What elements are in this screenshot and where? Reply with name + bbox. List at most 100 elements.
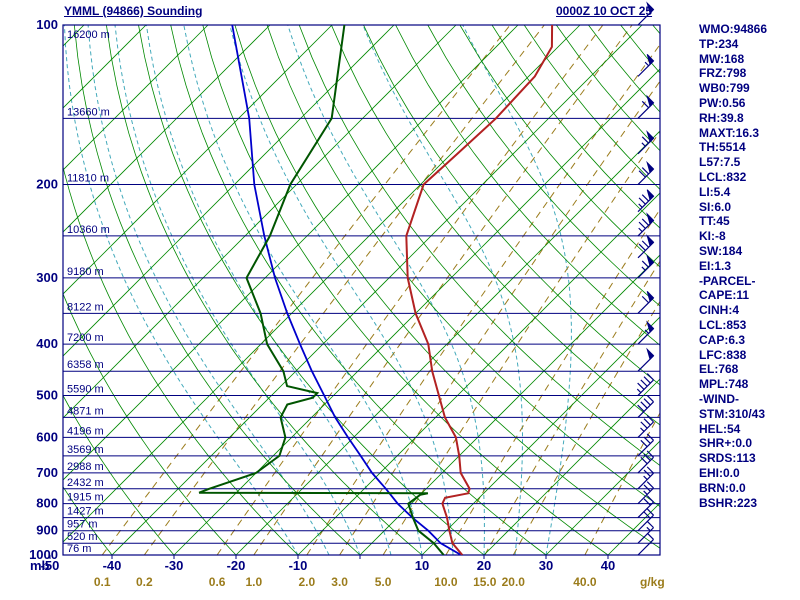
height-label: 4196 m (67, 425, 104, 437)
stat-mpl: MPL:748 (699, 377, 749, 392)
pressure-tick-label: 400 (36, 336, 58, 351)
height-label: 10360 m (67, 224, 110, 236)
height-label: 1427 m (67, 506, 104, 518)
stat-lfc: LFC:838 (699, 347, 747, 362)
temperature-tick-label: -20 (227, 558, 246, 573)
temperature-tick-label: 10 (415, 558, 429, 573)
wind-barb (637, 347, 655, 372)
height-label: 6358 m (67, 359, 104, 371)
height-label: 5590 m (67, 383, 104, 395)
height-label: 7200 m (67, 332, 104, 344)
stat-shr: SHR+:0.0 (699, 436, 753, 451)
stat-ei: EI:1.3 (699, 258, 732, 273)
wind-barb (637, 508, 654, 532)
station-title: YMML (94866) Sounding (64, 4, 203, 18)
pressure-tick-label: 800 (36, 496, 58, 511)
mixing-ratio-label: 0.2 (136, 575, 153, 589)
stat-mw: MW:168 (699, 51, 745, 66)
parcel-trace (231, 25, 462, 555)
dewpoint-trace-path (198, 25, 445, 555)
stat-lcl: LCL:832 (699, 169, 747, 184)
stat-tt: TT:45 (699, 214, 730, 229)
temperature-tick-label: 30 (539, 558, 553, 573)
wind-barb (637, 234, 655, 259)
mixing-ratio-label: 5.0 (375, 575, 392, 589)
stat-maxt: MAXT:16.3 (699, 125, 760, 140)
height-label: 957 m (67, 519, 98, 531)
pressure-tick-label: 1000 (29, 547, 58, 562)
stat-brn: BRN:0.0 (699, 480, 746, 495)
stat-cap: CAP:6.3 (699, 332, 746, 347)
isotherms-grid (63, 25, 660, 555)
wind-barb (637, 450, 654, 474)
mixing-ratio-label: 40.0 (573, 575, 597, 589)
sounding-datetime: 0000Z 10 OCT 25 (556, 4, 653, 18)
temperature-tick-label: 20 (477, 558, 491, 573)
temperature-trace (405, 25, 554, 555)
mixing-ratio-label: 15.0 (473, 575, 497, 589)
wind-barb (637, 532, 654, 556)
mixing-ratio-label: 0.1 (94, 575, 111, 589)
wind-barb (637, 520, 654, 544)
stat-hel: HEL:54 (699, 421, 741, 436)
stat-cape: CAPE:11 (699, 288, 750, 303)
pressure-tick-label: 600 (36, 429, 58, 444)
wind-barb (637, 160, 655, 185)
stat-srds: SRDS:113 (699, 451, 756, 466)
mixing-ratio-grid (101, 25, 660, 555)
height-label: 16200 m (67, 29, 110, 41)
mixing-ratio-label: 3.0 (331, 575, 348, 589)
stats-panel: WMO:94866 TP:234 MW:168 FRZ:798 WB0:799 PW:0.… (699, 22, 767, 510)
plot-border (62, 24, 661, 556)
height-label: 4871 m (67, 405, 104, 417)
stat-lcl: LCL:853 (699, 317, 747, 332)
temperature-trace-path (405, 25, 554, 555)
mixing-ratio-label: 0.6 (209, 575, 226, 589)
stat-pw: PW:0.56 (699, 95, 746, 110)
stat-li: LI:5.4 (699, 184, 731, 199)
height-label: 11810 m (67, 173, 109, 185)
height-label: 2988 m (67, 461, 104, 473)
wind-barb (637, 130, 655, 155)
dewpoint-trace (198, 25, 445, 555)
pressure-tick-label: 100 (36, 17, 58, 32)
mixing-ratio-label: 1.0 (245, 575, 262, 589)
wind-barb (637, 189, 655, 213)
pressure-tick-label: 700 (36, 465, 58, 480)
pressure-unit-label: mb (30, 558, 50, 573)
stat-wmo: WMO:94866 (699, 22, 768, 36)
stat-frz: FRZ:798 (699, 66, 747, 81)
height-label: 8122 m (67, 301, 104, 313)
wind-barb (637, 1, 655, 26)
mixing-ratio-label: 10.0 (434, 575, 458, 589)
height-label: 76 m (67, 543, 91, 555)
wind-barb (637, 291, 655, 314)
moist-adiabats-grid (63, 25, 572, 555)
temperature-tick-label: -10 (289, 558, 308, 573)
wind-barb (637, 433, 654, 457)
stat-rh: RH:39.8 (699, 110, 744, 125)
pressure-tick-label: 900 (36, 523, 58, 538)
parcel-trace-path (231, 25, 462, 555)
stat-bshr: BSHR:223 (699, 495, 758, 510)
wind-barb (636, 373, 654, 396)
wind-barb (637, 466, 654, 490)
temperature-tick-label: -30 (165, 558, 184, 573)
stat-cinh: CINH:4 (699, 303, 740, 318)
height-label: 13660 m (67, 106, 110, 118)
stat-stm: STM:310/43 (699, 406, 766, 421)
stat-el: EL:768 (699, 362, 739, 377)
height-label: 2432 m (67, 477, 104, 489)
wind-barb (637, 54, 655, 77)
stat-sw: SW:184 (699, 243, 743, 258)
mixing-ratio-label: 20.0 (502, 575, 526, 589)
wind-barb (637, 212, 655, 237)
wind-barb (637, 320, 655, 345)
stat-si: SI:6.0 (699, 199, 732, 214)
temperature-tick-label: -40 (103, 558, 122, 573)
stat-wb0: WB0:799 (699, 81, 750, 96)
stat-th: TH:5514 (699, 140, 746, 155)
wind-barb (637, 415, 654, 438)
pressure-gridlines (63, 24, 660, 556)
